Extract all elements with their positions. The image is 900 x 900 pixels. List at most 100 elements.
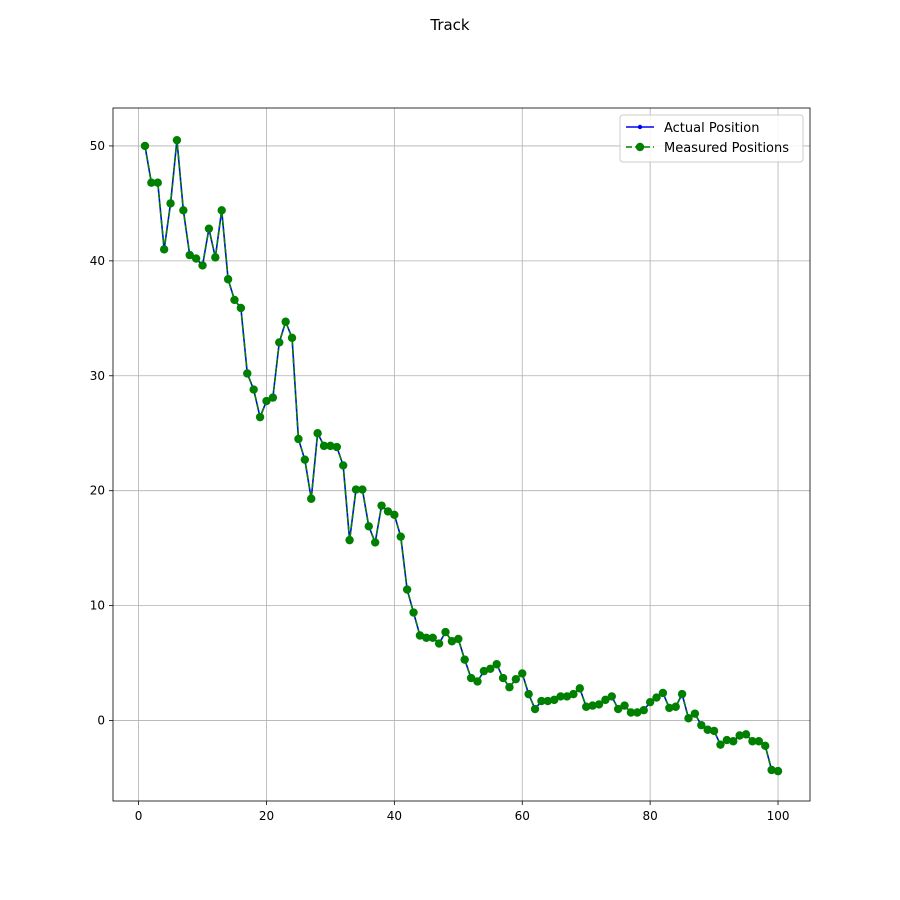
measured-position-point <box>140 141 150 151</box>
x-tick-label: 20 <box>259 809 274 823</box>
measured-position-point <box>575 684 584 693</box>
measured-position-point <box>230 295 239 305</box>
legend-marker-measured-positions <box>635 142 645 152</box>
measured-position-point <box>262 396 271 406</box>
y-tick-label: 20 <box>90 484 105 498</box>
measured-position-point <box>581 702 591 711</box>
measured-position-point <box>530 704 540 714</box>
measured-position-point <box>677 689 687 699</box>
measured-position-point <box>377 501 386 510</box>
measured-position-point <box>639 706 648 715</box>
measured-position-point <box>665 703 674 713</box>
measured-position-point <box>588 701 597 710</box>
measured-position-point <box>281 317 290 326</box>
measured-position-point <box>172 135 182 145</box>
y-tick-label: 50 <box>90 139 105 153</box>
measured-position-point <box>466 673 476 683</box>
x-tick-label: 0 <box>135 809 143 823</box>
measured-position-point <box>518 669 527 678</box>
measured-position-point <box>313 429 322 438</box>
measured-position-point <box>703 725 712 734</box>
measured-position-point <box>613 704 623 714</box>
x-tick-label: 100 <box>767 809 790 823</box>
measured-position-point <box>620 701 629 710</box>
measured-position-point <box>300 455 310 464</box>
measured-position-point <box>550 695 559 705</box>
measured-position-point <box>492 660 501 669</box>
measured-position-point <box>633 708 642 717</box>
measured-position-point <box>434 639 444 648</box>
legend-label-actual-position: Actual Position <box>664 121 759 136</box>
measured-position-point <box>211 253 220 262</box>
measured-position-point <box>287 333 297 343</box>
measured-position-point <box>402 585 412 594</box>
legend: Actual Position Measured Positions <box>619 114 804 163</box>
measured-position-point <box>198 261 207 270</box>
measured-position-point <box>185 250 194 260</box>
measured-position-point <box>645 697 655 707</box>
measured-position-point <box>422 633 431 643</box>
measured-position-point <box>364 522 373 531</box>
measured-position-point <box>460 655 469 664</box>
measured-position-point <box>741 730 751 739</box>
measured-position-point <box>626 708 636 717</box>
measured-position-point <box>358 485 367 494</box>
chart-title: Track <box>429 16 470 34</box>
measured-position-point <box>697 720 706 730</box>
measured-position-point <box>428 633 437 643</box>
plot-frame <box>112 107 811 802</box>
measured-position-point <box>671 702 680 711</box>
y-tick-label: 0 <box>97 714 105 728</box>
measured-position-point <box>243 369 252 378</box>
measured-position-point <box>767 765 776 775</box>
legend-label-measured-positions: Measured Positions <box>664 141 789 156</box>
measured-position-point <box>607 692 616 701</box>
measured-position-point <box>236 303 246 313</box>
y-tick-label: 30 <box>90 369 105 383</box>
measured-position-point <box>690 709 700 718</box>
measured-position-point <box>652 693 661 702</box>
measured-position-point <box>716 740 725 749</box>
measured-position-point <box>537 696 546 706</box>
x-tick-label: 40 <box>387 809 402 823</box>
measured-position-point <box>473 677 482 686</box>
x-tick-label: 60 <box>515 809 530 823</box>
measured-position-point <box>159 245 169 254</box>
measured-position-point <box>345 535 354 545</box>
measured-position-point <box>722 735 732 745</box>
measured-position-point <box>275 338 284 347</box>
x-tick-label: 80 <box>642 809 657 823</box>
measured-position-point <box>498 673 508 683</box>
measured-position-point <box>179 206 188 215</box>
measured-position-point <box>396 532 405 541</box>
measured-position-point <box>153 178 162 187</box>
measured-position-point <box>223 275 233 284</box>
measured-position-point <box>255 412 265 422</box>
measured-position-point <box>524 689 533 699</box>
measured-position-point <box>351 485 361 494</box>
measured-position-point <box>339 461 348 470</box>
y-tick-label: 40 <box>90 254 105 268</box>
measured-position-point <box>735 731 744 740</box>
measured-position-point <box>332 442 342 452</box>
measured-position-point <box>409 608 418 617</box>
measured-position-point <box>307 494 316 503</box>
measured-position-point <box>773 766 783 776</box>
measured-position-point <box>383 507 393 516</box>
measured-position-point <box>684 714 693 723</box>
measured-position-point <box>204 224 214 233</box>
measured-position-point <box>761 741 770 751</box>
y-tick-label: 10 <box>90 599 105 613</box>
measured-position-point <box>370 538 380 547</box>
measured-position-point <box>505 683 514 692</box>
measured-position-point <box>479 666 489 676</box>
measured-position-point <box>556 692 565 701</box>
measured-position-point <box>594 700 604 709</box>
legend-marker-actual-position <box>637 124 643 130</box>
measured-position-point <box>415 631 425 640</box>
measured-position-point <box>729 737 738 746</box>
measured-position-point <box>191 254 201 263</box>
measured-position-point <box>217 206 226 215</box>
measured-position-point <box>147 178 156 187</box>
